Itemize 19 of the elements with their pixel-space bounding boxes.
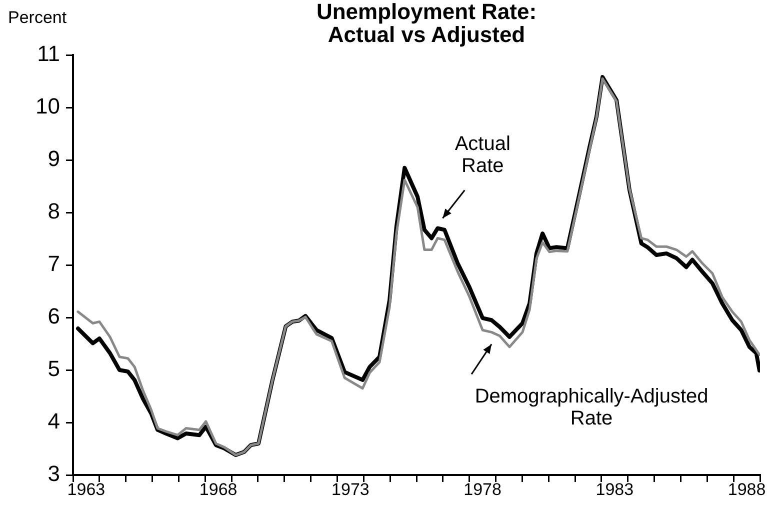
y-tick-label: 6	[48, 304, 60, 329]
y-tick-label: 11	[37, 41, 60, 66]
y-tick-label: 9	[48, 146, 60, 172]
annotation: Demographically-Adjusted Rate	[474, 386, 708, 430]
y-tick-label: 7	[48, 251, 60, 276]
y-tick-label: 5	[48, 356, 60, 382]
y-tick-label: 10	[36, 94, 60, 119]
x-tick-label: 1968	[199, 480, 238, 499]
x-tick-label: 1978	[464, 480, 502, 499]
x-tick-label: 1963	[67, 480, 106, 499]
annotation: Actual Rate	[454, 132, 510, 177]
x-tick-label: 1983	[596, 480, 634, 499]
y-tick-label: 8	[48, 198, 60, 224]
x-tick-label: 1973	[332, 480, 370, 499]
x-tick-label: 1988	[728, 480, 766, 499]
y-axis-title: Percent	[8, 8, 67, 28]
y-tick-label: 4	[48, 408, 60, 434]
y-tick-label: 3	[48, 461, 60, 486]
chart-title: Unemployment Rate: Actual vs Adjusted	[316, 0, 537, 48]
